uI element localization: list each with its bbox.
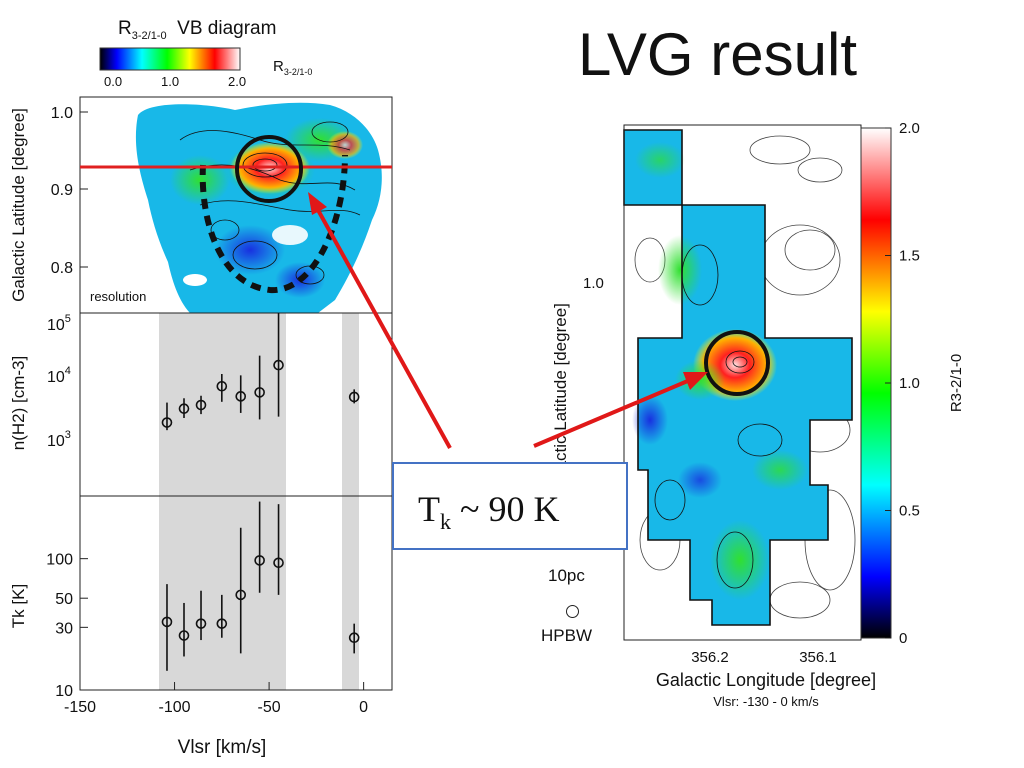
lvg-colorbar-tick-label: 1.0 (899, 375, 920, 392)
lvg-xlabel: Galactic Longitude [degree] (656, 670, 876, 690)
tk-point (273, 557, 284, 569)
density-yaxis: 105 104 103 (47, 313, 71, 450)
lvg-ytick-0: 1.0 (583, 275, 604, 292)
tk-point (195, 618, 207, 629)
vb-colorbar-tick-1: 1.0 (161, 74, 179, 89)
density-point (254, 387, 265, 398)
lvg-colorbar-tick-label: 1.5 (899, 248, 920, 265)
vb-colorbar (99, 47, 241, 71)
tk-point (348, 632, 360, 644)
lvg-xtick-0: 356.2 (691, 649, 729, 666)
lvg-highlight-circle (704, 330, 770, 396)
vb-map-ylabel: Galactic Latitude [degree] (9, 108, 28, 302)
arrow-to-lvg-head (683, 372, 708, 390)
vb-ytick-0: 1.0 (51, 105, 73, 122)
tk-xtick-label: -50 (258, 699, 281, 716)
arrow-to-vb-head (308, 192, 327, 215)
lvg-caption: Vlsr: -130 - 0 km/s (713, 694, 819, 709)
tk-ytick-label: 30 (55, 620, 73, 637)
lvg-ylabel: Galactic Latitude [degree] (551, 303, 570, 497)
density-shade-main (159, 313, 286, 496)
vb-ratio-sub: 3-2/1-0 (283, 67, 313, 77)
vb-diagram-map (135, 102, 382, 313)
vb-ytick-1: 0.9 (51, 182, 73, 199)
temperature-panel: 10 30 50 100 -150 -100 -50 0 (46, 495, 393, 716)
density-panel: 105 104 103 (47, 312, 393, 497)
vb-ytick-2: 0.8 (51, 260, 73, 277)
lvg-xtick-1: 356.1 (799, 649, 837, 666)
tk-data-points (161, 501, 360, 671)
vb-highlight-circle (235, 135, 303, 203)
scalebar-label: 10pc (548, 566, 585, 585)
density-shade-minor (342, 313, 359, 496)
vb-caption-main: R (118, 18, 132, 39)
density-point (195, 399, 207, 411)
resolution-label: resolution (90, 289, 147, 304)
vb-colorbar-tick-0: 0.0 (104, 74, 122, 89)
tk-shade-main (159, 496, 286, 690)
vb-colorbar-tick-2: 2.0 (228, 74, 246, 89)
tk-xtick-label: 0 (359, 699, 368, 716)
density-point (348, 391, 360, 403)
dashed-arc-marker (199, 154, 348, 294)
lvg-colorbar-label: R3-2/1-0 (948, 354, 965, 412)
tk-point (254, 555, 265, 566)
density-point (216, 380, 228, 392)
lvg-coverage-outline (623, 129, 853, 626)
vb-caption-sub: 3-2/1-0 (131, 29, 167, 42)
tk-annotation-rest: ~ 90 K (451, 489, 560, 529)
lvg-colorbar-tick-label: 2.0 (899, 120, 920, 137)
density-ytick-e3: 103 (47, 429, 71, 450)
tk-ytick-label: 50 (55, 591, 73, 608)
vb-colorbar-caption: R3-2/1-0 VB diagram (118, 18, 276, 42)
tk-ytick-label: 10 (55, 683, 73, 700)
tk-point (235, 589, 247, 601)
tk-annotation-sub: k (440, 509, 451, 535)
beam-circle-icon (566, 605, 579, 618)
lvg-map (623, 125, 861, 640)
vb-ratio-label: R3-2/1-0 (273, 58, 312, 77)
tk-ylabel: Tk [K] (9, 584, 28, 628)
slide-title: LVG result (578, 21, 857, 88)
tk-yaxis: 10 30 50 100 (46, 552, 88, 700)
tk-xaxis: -150 -100 -50 0 (64, 682, 368, 716)
arrow-to-vb (316, 209, 452, 449)
tk-point (178, 630, 190, 641)
density-point (178, 403, 190, 414)
density-ylabel: n(H2) [cm-3] (9, 356, 28, 450)
tk-point (161, 616, 173, 628)
density-point (161, 417, 173, 428)
beam-label: HPBW (541, 626, 592, 645)
density-point (273, 359, 284, 371)
tk-xtick-label: -150 (64, 699, 96, 716)
arrow-to-lvg (533, 378, 691, 448)
tk-xlabel: Vlsr [km/s] (178, 737, 267, 758)
vb-caption-suffix: VB diagram (177, 18, 277, 39)
lvg-colorbar-tick-label: 0.5 (899, 503, 920, 520)
density-point (235, 391, 247, 402)
tk-frame (79, 495, 393, 691)
vb-ratio-main: R (273, 58, 284, 75)
density-data-points (161, 313, 360, 431)
tk-shade-minor (342, 496, 359, 690)
tk-annotation-main: T (418, 489, 440, 529)
density-ytick-e5: 105 (47, 313, 71, 334)
vb-map-yaxis: 1.0 0.9 0.8 (51, 105, 88, 277)
tk-ytick-label: 100 (46, 552, 73, 569)
tk-annotation-box (392, 462, 628, 550)
tk-annotation-text: Tk ~ 90 K (418, 488, 559, 535)
tk-xtick-label: -100 (159, 699, 191, 716)
lvg-colorbar-tick-label: 0 (899, 630, 907, 647)
density-ytick-e4: 104 (47, 365, 71, 386)
lvg-colorbar-ticks: 0 0.5 1.0 1.5 2.0 (885, 120, 920, 647)
tk-point (216, 618, 228, 629)
